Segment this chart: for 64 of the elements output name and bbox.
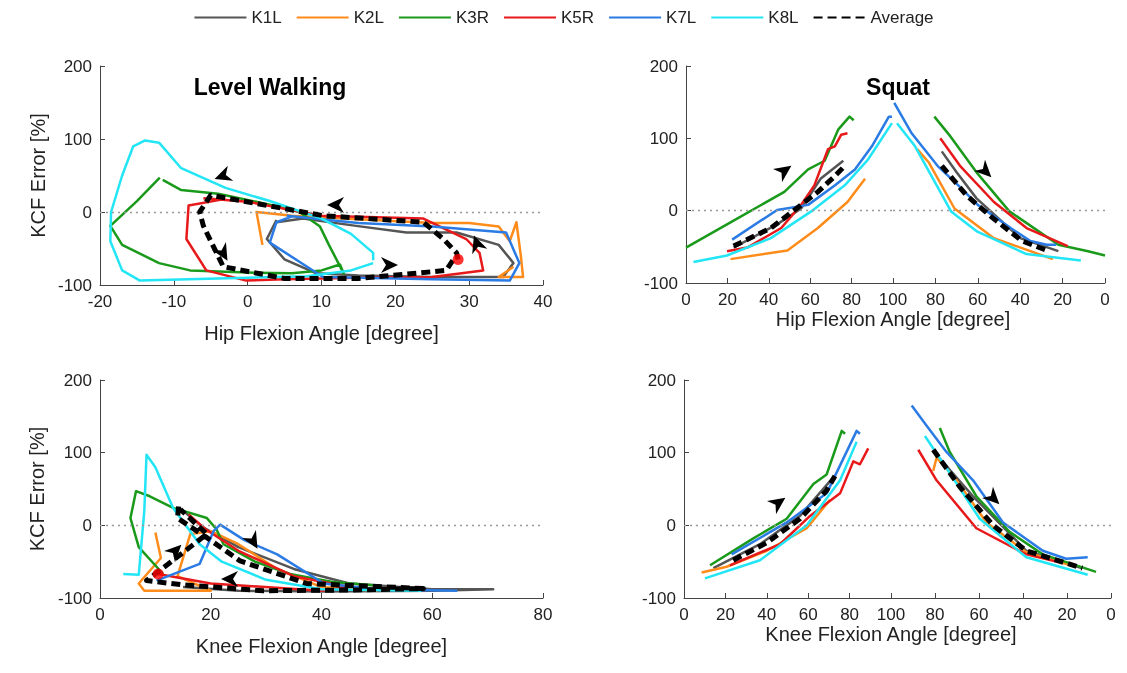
x-tick-label: -10 [161, 292, 187, 311]
x-tick-label: 40 [312, 605, 331, 624]
x-tick-label: 20 [1057, 605, 1077, 624]
legend-label: Average [870, 8, 934, 27]
y-tick-label: -100 [57, 588, 92, 608]
legend-label: K1L [251, 8, 282, 27]
x-tick-label: 10 [312, 292, 331, 311]
x-tick-label: 80 [840, 605, 860, 624]
y-tick-label: 100 [649, 128, 678, 148]
y-tick-label: 200 [649, 56, 678, 76]
x-tick-label: 40 [757, 605, 777, 624]
y-tick-label: -100 [57, 275, 92, 295]
x-axis-title: Hip Flexion Angle [degree] [204, 322, 439, 344]
x-tick-label: 60 [798, 605, 818, 624]
x-tick-label: 80 [925, 290, 945, 309]
y-tick-label: -100 [641, 588, 676, 608]
y-tick-label: 0 [82, 202, 92, 222]
chart-title: Level Walking [193, 73, 347, 100]
y-tick-label: 100 [63, 443, 92, 463]
x-tick-label: 20 [385, 292, 405, 311]
x-tick-label: 100 [876, 605, 906, 624]
x-tick-label: 0 [95, 605, 105, 624]
x-tick-label: 80 [533, 605, 553, 624]
y-tick-label: 0 [666, 515, 676, 535]
x-tick-label: 80 [925, 605, 945, 624]
x-tick-label: 20 [717, 290, 737, 309]
x-tick-label: 0 [242, 292, 253, 311]
x-tick-label: 20 [715, 605, 735, 624]
y-tick-label: 100 [63, 129, 92, 149]
x-tick-label: 40 [759, 290, 779, 309]
x-tick-label: 80 [842, 290, 862, 309]
y-axis-title: KCF Error [%] [27, 113, 49, 238]
legend-label: K3R [455, 8, 489, 27]
chart-title: Squat [866, 73, 931, 100]
x-tick-label: 60 [968, 290, 988, 309]
x-tick-label: 60 [969, 605, 989, 624]
x-tick-label: 60 [800, 290, 820, 309]
x-tick-label: 20 [1053, 290, 1073, 309]
x-tick-label: 40 [1010, 290, 1030, 309]
x-tick-label: 30 [459, 292, 479, 311]
y-tick-label: 0 [668, 201, 678, 221]
x-tick-label: 100 [878, 290, 908, 309]
x-tick-label: 0 [681, 290, 691, 309]
y-tick-label: 200 [63, 56, 92, 76]
y-axis-title: KCF Error [%] [26, 426, 49, 552]
y-tick-label: 100 [647, 443, 676, 463]
legend-label: K7L [666, 8, 697, 27]
x-tick-label: 20 [201, 605, 221, 624]
legend-label: K8L [768, 8, 799, 27]
x-tick-label: 40 [1013, 605, 1033, 624]
y-tick-label: 0 [82, 515, 92, 535]
x-tick-label: 40 [533, 292, 553, 311]
legend-label: K5R [560, 8, 595, 27]
x-tick-label: 0 [1106, 605, 1116, 624]
x-axis-title: Knee Flexion Angle [degree] [765, 623, 1017, 645]
y-tick-label: 200 [647, 370, 676, 390]
x-axis-title: Hip Flexion Angle [degree] [775, 308, 1011, 330]
legend-label: K2L [353, 8, 384, 27]
x-tick-label: -20 [87, 292, 113, 311]
x-axis-title: Knee Flexion Angle [degree] [195, 635, 448, 657]
y-tick-label: -100 [643, 273, 678, 293]
x-tick-label: 0 [1100, 290, 1110, 309]
x-tick-label: 60 [422, 605, 442, 624]
y-tick-label: 200 [63, 370, 92, 390]
